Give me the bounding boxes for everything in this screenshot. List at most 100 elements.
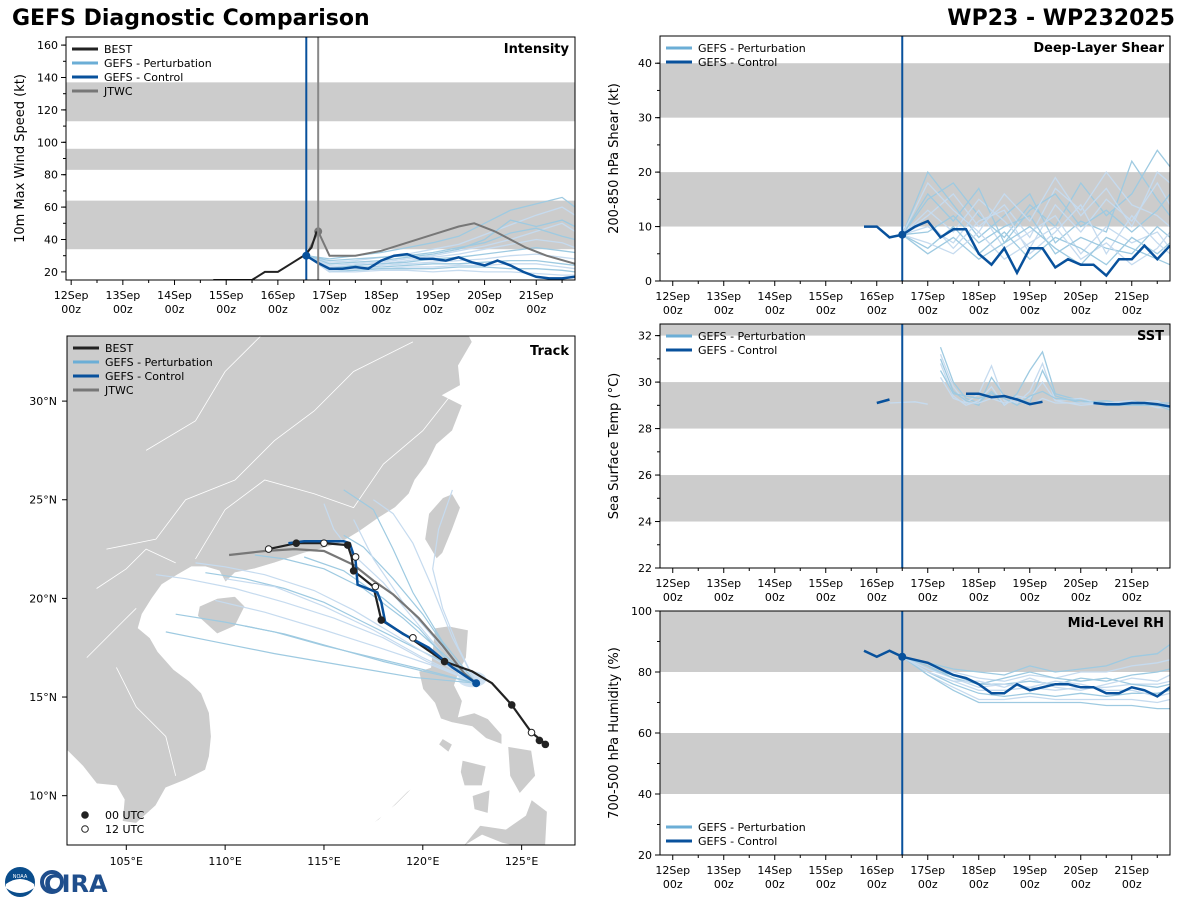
- intensity-xtick-label-5: 17Sep: [312, 289, 347, 302]
- intensity-legend-label-0: BEST: [104, 43, 132, 56]
- shear-perturbation-line-2: [901, 159, 1170, 244]
- track-ytick-label-3: 25°N: [29, 494, 57, 507]
- track-perturbation-line-0: [205, 572, 477, 684]
- noaa-logo-text: NOAA: [13, 874, 28, 880]
- track-xtick-label-1: 110°E: [208, 855, 241, 868]
- track-best-marker-6: [377, 616, 386, 624]
- shear-plot-area: [660, 36, 1170, 281]
- shear-ytick-label-3: 30: [638, 112, 652, 125]
- sst-xtick-sublabel-9: 00z: [1122, 591, 1142, 604]
- sst-xtick-sublabel-6: 00z: [969, 591, 989, 604]
- shear-xtick-label-8: 20Sep: [1063, 290, 1098, 303]
- intensity-ytick-label-3: 80: [44, 169, 58, 182]
- intensity-perturbation-line-2: [306, 219, 575, 265]
- shear-xtick-sublabel-6: 00z: [969, 304, 989, 317]
- shear-control-line: [864, 219, 1170, 278]
- sst-control-end: [1093, 401, 1170, 408]
- track-best-marker-7: [371, 582, 380, 591]
- rh-xtick-sublabel-0: 00z: [663, 878, 683, 891]
- rh-init-marker: [898, 652, 907, 661]
- track-ytick-label-1: 15°N: [29, 691, 57, 704]
- mindoro-island: [438, 737, 453, 753]
- intensity-xtick-sublabel-8: 00z: [475, 303, 495, 316]
- shear-xtick-sublabel-0: 00z: [663, 304, 683, 317]
- track-title: Track: [530, 344, 569, 359]
- intensity-ytick-label-4: 100: [37, 136, 58, 149]
- sst-xtick-label-7: 19Sep: [1012, 577, 1047, 590]
- track-frame: [66, 335, 576, 846]
- track-best-marker-10: [343, 541, 352, 549]
- rh-perturbation-line-4: [901, 656, 1170, 698]
- intensity-xtick-label-6: 18Sep: [364, 289, 399, 302]
- sst-ytick-label-3: 28: [638, 423, 652, 436]
- shear-xtick-sublabel-7: 00z: [1020, 304, 1040, 317]
- rh-title: Mid-Level RH: [1068, 616, 1164, 631]
- track-perturbation-line-8: [175, 613, 477, 684]
- mindanao-island: [463, 798, 548, 845]
- track-best-marker-0: [541, 740, 550, 749]
- intensity-ytick-label-5: 120: [37, 104, 58, 117]
- shear-perturbation-line-11: [901, 171, 1170, 235]
- sst-band-2: [660, 324, 1170, 336]
- rh-xtick-sublabel-2: 00z: [765, 878, 785, 891]
- intensity-panel: 2040608010012014016012Sep00z13Sep00z14Se…: [13, 36, 576, 316]
- intensity-init-marker: [302, 251, 311, 260]
- rh-xtick-sublabel-6: 00z: [969, 878, 989, 891]
- track-best-marker-12: [292, 539, 301, 547]
- shear-xtick-label-5: 17Sep: [910, 290, 945, 303]
- shear-xtick-sublabel-9: 00z: [1122, 304, 1142, 317]
- intensity-xtick-label-4: 16Sep: [261, 289, 296, 302]
- intensity-xtick-label-3: 15Sep: [209, 289, 244, 302]
- intensity-ytick-label-2: 60: [44, 201, 58, 214]
- intensity-band-2: [66, 82, 575, 122]
- track-perturbation-line-11: [215, 599, 477, 684]
- sst-xtick-sublabel-4: 00z: [867, 591, 887, 604]
- track-perturbation-line-12: [165, 631, 477, 684]
- shear-ytick-label-0: 0: [645, 275, 652, 288]
- track-perturbation-line-10: [343, 489, 477, 684]
- shear-perturbation-line-7: [902, 225, 1170, 266]
- shear-xtick-label-4: 16Sep: [859, 290, 894, 303]
- shear-ytick-label-1: 10: [638, 221, 652, 234]
- taiwan-island: [424, 493, 461, 560]
- sst-legend-label-0: GEFS - Perturbation: [698, 330, 806, 343]
- track-perturbation-line-14: [254, 554, 477, 684]
- track-xtick-label-2: 115°E: [307, 855, 340, 868]
- cira-logo: CIRA: [40, 870, 108, 898]
- rh-ytick-label-1: 40: [638, 788, 652, 801]
- track-legend-label-0: BEST: [105, 342, 133, 355]
- rh-xtick-sublabel-1: 00z: [714, 878, 734, 891]
- negros-island: [471, 789, 491, 814]
- sst-xtick-sublabel-1: 00z: [714, 591, 734, 604]
- rh-perturbation-line-1: [902, 656, 1170, 682]
- track-xtick-label-4: 125°E: [505, 855, 538, 868]
- intensity-perturbation-line-1: [306, 206, 575, 263]
- rh-panel: 2040608010012Sep00z13Sep00z14Sep00z15Sep…: [607, 605, 1171, 891]
- intensity-ytick-label-6: 140: [37, 72, 58, 85]
- shear-xtick-sublabel-3: 00z: [816, 304, 836, 317]
- intensity-xtick-label-8: 20Sep: [467, 289, 502, 302]
- shear-panel: 01020304012Sep00z13Sep00z14Sep00z15Sep00…: [607, 35, 1171, 317]
- track-perturbation-line-9: [155, 574, 477, 684]
- sst-xtick-sublabel-3: 00z: [816, 591, 836, 604]
- border-line-5: [86, 608, 137, 658]
- shear-perturbation-line-8: [901, 187, 1170, 245]
- sst-frame: [659, 323, 1171, 569]
- sst-control-line: [966, 392, 1043, 406]
- rh-xtick-sublabel-3: 00z: [816, 878, 836, 891]
- intensity-title: Intensity: [504, 42, 570, 57]
- intensity-perturbation-line-11: [305, 255, 575, 276]
- rh-control-line: [863, 649, 1170, 698]
- border-line-2: [145, 336, 262, 451]
- intensity-perturbation-line-4: [306, 227, 575, 262]
- rh-xtick-sublabel-4: 00z: [867, 878, 887, 891]
- intensity-band-1: [66, 148, 575, 170]
- sst-band-0: [660, 475, 1170, 522]
- rh-xtick-label-9: 21Sep: [1114, 864, 1149, 877]
- intensity-ytick-label-7: 160: [37, 39, 58, 52]
- shear-ylabel: 200-850 hPa Shear (kt): [607, 83, 622, 234]
- sst-ytick-label-5: 32: [638, 330, 652, 343]
- sst-ylabel: Sea Surface Temp (°C): [607, 373, 622, 520]
- shear-perturbation-line-1: [901, 170, 1170, 239]
- intensity-xtick-sublabel-5: 00z: [320, 303, 340, 316]
